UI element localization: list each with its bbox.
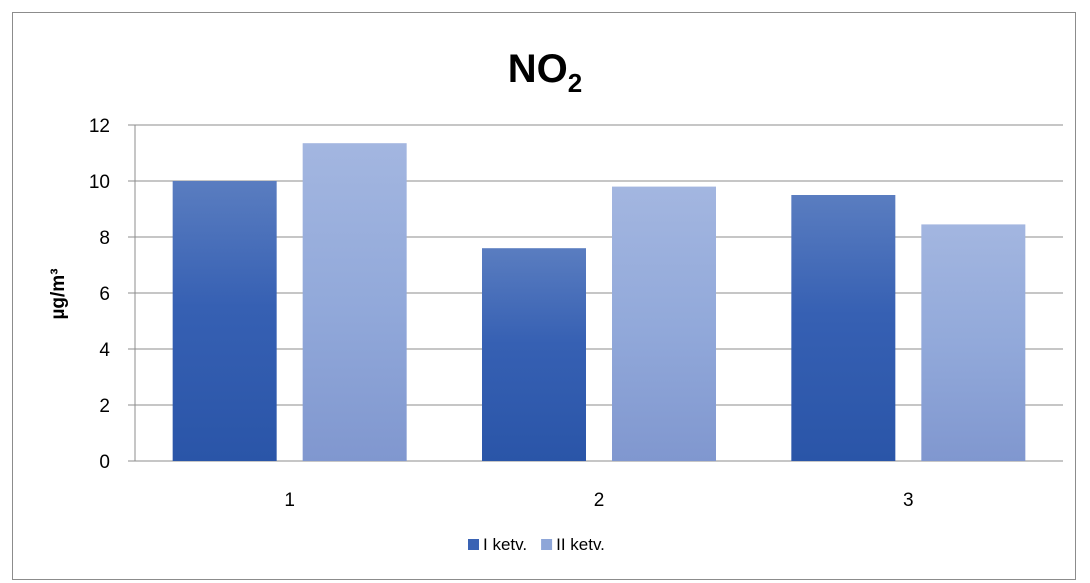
legend-swatch bbox=[468, 539, 479, 550]
y-axis-label: µg/m³ bbox=[48, 268, 69, 319]
y-tick-label: 0 bbox=[99, 452, 110, 473]
bar-i-ketv--cat-3 bbox=[791, 195, 896, 461]
legend: I ketv. II ketv. bbox=[468, 535, 605, 554]
y-tick-label: 6 bbox=[99, 284, 110, 305]
bars bbox=[172, 143, 1026, 461]
y-tick-label: 12 bbox=[89, 116, 110, 137]
bar-ii-ketv--cat-3 bbox=[921, 224, 1026, 461]
y-tick-label: 8 bbox=[99, 228, 110, 249]
legend-label: I ketv. bbox=[483, 535, 527, 554]
bar-ii-ketv--cat-1 bbox=[302, 143, 407, 461]
y-tick-label: 2 bbox=[99, 396, 110, 417]
x-tick-label: 2 bbox=[594, 490, 605, 511]
bar-i-ketv--cat-2 bbox=[482, 248, 586, 461]
legend-label: II ketv. bbox=[556, 535, 605, 554]
y-tick-label: 10 bbox=[89, 172, 110, 193]
legend-swatch bbox=[541, 539, 553, 550]
chart-title: NO2 bbox=[508, 47, 582, 98]
x-tick-label: 1 bbox=[284, 490, 295, 511]
y-tick-label: 4 bbox=[99, 340, 110, 361]
bar-ii-ketv--cat-2 bbox=[612, 186, 716, 461]
y-axis-ticks: 0 2 4 6 8 10 12 bbox=[89, 116, 111, 473]
x-tick-label: 3 bbox=[903, 490, 914, 511]
x-axis-ticks: 1 2 3 bbox=[284, 490, 913, 511]
gridlines bbox=[128, 124, 1063, 462]
bar-i-ketv--cat-1 bbox=[172, 181, 277, 461]
